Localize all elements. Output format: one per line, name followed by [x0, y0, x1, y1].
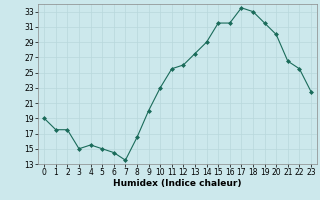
X-axis label: Humidex (Indice chaleur): Humidex (Indice chaleur) [113, 179, 242, 188]
